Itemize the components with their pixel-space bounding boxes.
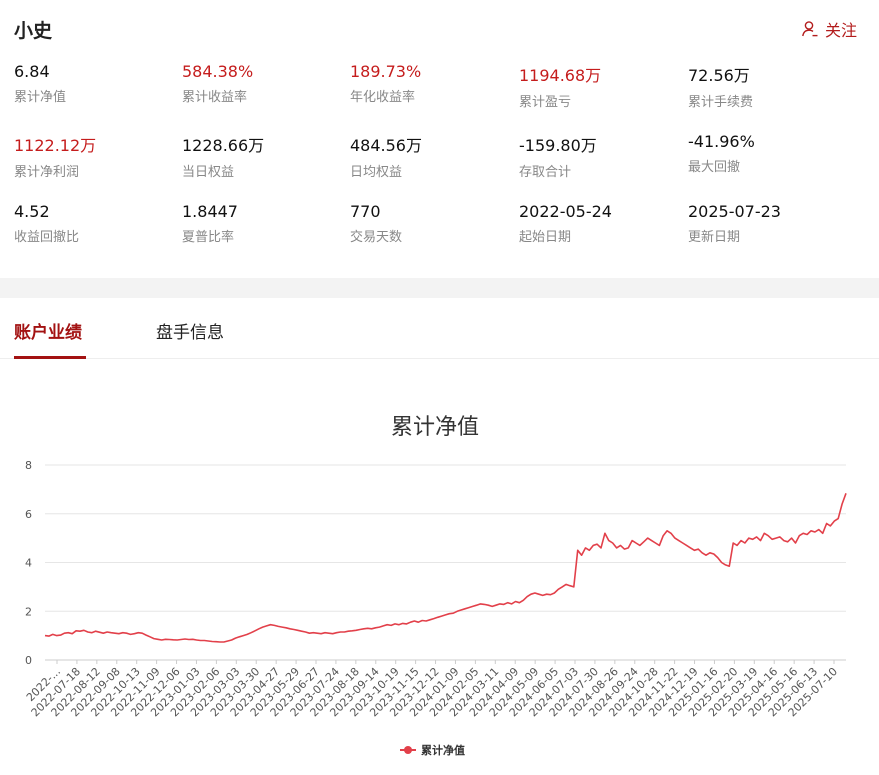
follow-label: 关注 [824,21,857,40]
chart-grid [45,464,846,661]
stat-label: 累计收益率 [182,90,248,105]
chart-title: 累计净值 [391,415,479,440]
legend-label: 累计净值 [421,743,465,757]
summary-card: 小史 关注 6.84 累计净值 584.38% 累计收益率 189.73% 年化收益率 11… [0,0,879,278]
stat-item: 6.84 累计净值 [14,62,182,105]
stat-value: 4.52 [14,202,50,221]
series-line-nav [44,493,847,643]
stat-label: 起始日期 [519,230,572,245]
stat-item: 1122.12万累计净利润 [14,132,182,180]
stat-label: 累计盈亏 [519,95,572,110]
y-tick-label: 8 [25,459,32,472]
stat-item: 770 交易天数 [350,202,518,245]
stat-item: 584.38% 累计收益率 [182,62,350,105]
stat-value: 484.56万 [350,136,422,155]
stat-item: 4.52 收益回撤比 [14,202,182,245]
y-tick-label: 4 [25,557,32,570]
stat-label: 夏普比率 [182,230,235,245]
stat-label: 日均权益 [350,165,403,180]
active-tab-indicator [14,356,86,359]
stat-value: 189.73% [350,62,422,81]
stat-label: 年化收益率 [350,90,416,105]
chart-legend[interactable]: 累计净值 [400,743,465,757]
performance-card: 账户业绩 盘手信息 累计净值 0 2 4 6 8 2022-... 2022-07-18 2… [0,298,879,775]
stat-value: 72.56万 [688,66,750,85]
stat-value: -159.80万 [519,136,597,155]
stat-label: 收益回撤比 [14,230,80,245]
tab-bar: 账户业绩 盘手信息 [0,298,879,359]
stat-value: 584.38% [182,62,254,81]
stat-item: 189.73% 年化收益率 [350,62,518,105]
stat-value: 2022-05-24 [519,202,612,221]
nav-line-chart: 累计净值 0 2 4 6 8 2022-...2022-07-182022-08-122… [24,415,847,757]
stat-label: 存取合计 [519,165,572,180]
stat-item: 2025-07-23 更新日期 [688,202,856,245]
trader-name: 小史 [14,20,53,42]
stat-value: 770 [350,202,381,221]
stat-item: 2022-05-24 起始日期 [519,202,687,245]
follow-button[interactable]: 关注 [801,17,857,41]
stat-label: 累计净利润 [14,165,80,180]
stat-value: 2025-07-23 [688,202,781,221]
stat-value: 6.84 [14,62,50,81]
stat-value: -41.96% [688,132,755,151]
stat-item: -41.96% 最大回撤 [688,132,856,175]
stat-value: 1.8447 [182,202,238,221]
stat-label: 最大回撤 [688,160,741,175]
stat-label: 累计净值 [14,90,67,105]
y-axis: 0 2 4 6 8 [25,459,32,667]
stat-label: 累计手续费 [688,95,754,110]
stat-item: 1228.66万当日权益 [182,132,350,180]
tab-account-performance[interactable]: 账户业绩 [14,323,82,343]
stat-item: 484.56万日均权益 [350,132,518,180]
stat-item: 1194.68万累计盈亏 [519,62,687,110]
y-tick-label: 6 [25,508,32,521]
x-axis: 2022-...2022-07-182022-08-122022-09-0820… [24,660,840,719]
stat-label: 交易天数 [350,230,403,245]
stat-value: 1194.68万 [519,66,602,85]
stat-label: 当日权益 [182,165,235,180]
stat-value: 1228.66万 [182,136,265,155]
stat-item: 1.8447 夏普比率 [182,202,350,245]
stat-label: 更新日期 [688,230,741,245]
y-tick-label: 2 [25,605,32,618]
legend-marker [404,746,412,754]
user-outline-icon [802,21,818,37]
stat-item: 72.56万累计手续费 [688,62,856,110]
stat-item: -159.80万存取合计 [519,132,687,180]
stat-value: 1122.12万 [14,136,97,155]
y-tick-label: 0 [25,654,32,667]
tab-trader-info[interactable]: 盘手信息 [156,323,224,343]
